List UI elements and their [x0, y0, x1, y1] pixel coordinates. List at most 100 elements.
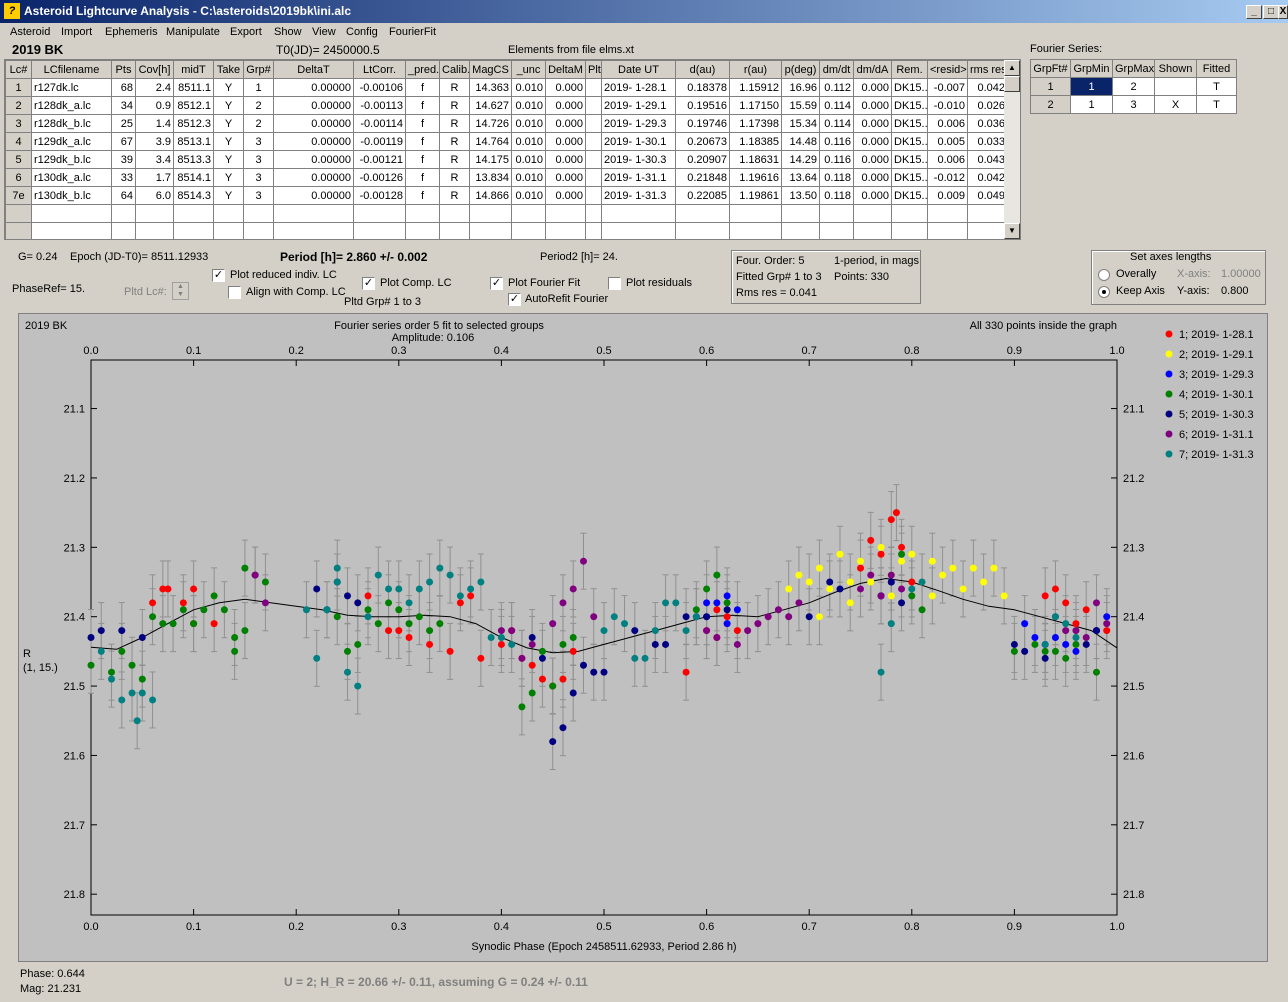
table-cell[interactable]: 0.000	[853, 186, 892, 205]
table-cell[interactable]: 8513.3	[173, 150, 214, 169]
table-row[interactable]: 2 r128dk_a.lc 34 0.9 8512.1 Y 2 0.00000 -0.00113…	[5, 96, 1008, 115]
table-cell[interactable]	[5, 204, 32, 223]
table-cell[interactable]: r130dk_b.lc	[31, 186, 112, 205]
fs-column-header[interactable]: GrpMin	[1070, 59, 1113, 78]
table-cell[interactable]	[675, 222, 730, 239]
table-cell[interactable]: 0.049	[967, 186, 1008, 205]
table-cell[interactable]: 1.18631	[729, 150, 782, 169]
lc-column-header[interactable]: MagCS	[469, 60, 512, 79]
table-cell[interactable]: 0.042	[967, 168, 1008, 187]
table-cell[interactable]: 8512.1	[173, 96, 214, 115]
table-cell[interactable]: 0.000	[853, 78, 892, 97]
table-cell[interactable]: 1	[243, 78, 274, 97]
table-cell[interactable]: 1.7	[135, 168, 174, 187]
table-cell[interactable]: 0.000	[853, 132, 892, 151]
menu-view[interactable]: View	[312, 26, 336, 38]
table-cell[interactable]: 14.866	[469, 186, 512, 205]
table-cell[interactable]	[353, 204, 406, 223]
table-cell[interactable]: -0.00106	[353, 78, 406, 97]
table-cell[interactable]: 3	[243, 132, 274, 151]
table-cell[interactable]: R	[439, 186, 470, 205]
table-cell[interactable]	[545, 204, 586, 223]
table-cell[interactable]	[585, 186, 602, 205]
x-axis-value[interactable]: 1.00000	[1221, 268, 1261, 280]
table-cell[interactable]: Y	[213, 186, 244, 205]
table-cell[interactable]: 0.043	[967, 150, 1008, 169]
table-cell[interactable]: 8514.1	[173, 168, 214, 187]
table-cell[interactable]: -0.012	[927, 168, 968, 187]
table-cell[interactable]: 0.21848	[675, 168, 730, 187]
table-cell[interactable]: 34	[111, 96, 136, 115]
lc-column-header[interactable]: <resid>	[927, 60, 968, 79]
table-cell[interactable]	[601, 204, 676, 223]
table-cell[interactable]: DK15...	[891, 132, 928, 151]
table-cell[interactable]: 33	[111, 168, 136, 187]
plot-fourier-checkbox[interactable]: ✓	[490, 277, 503, 290]
scroll-down-icon[interactable]: ▼	[1004, 223, 1020, 239]
table-cell[interactable]: 0.114	[819, 96, 854, 115]
table-cell[interactable]: 0.20907	[675, 150, 730, 169]
table-cell[interactable]: -0.00128	[353, 186, 406, 205]
table-row[interactable]: 4 r129dk_a.lc 67 3.9 8513.1 Y 3 0.00000 -0.00119…	[5, 132, 1008, 151]
table-cell[interactable]: f	[405, 78, 440, 97]
table-cell[interactable]	[585, 168, 602, 187]
table-cell[interactable]: 0.000	[853, 114, 892, 133]
table-cell[interactable]: 0.114	[819, 114, 854, 133]
menu-config[interactable]: Config	[346, 26, 378, 38]
keep-axis-radio[interactable]	[1098, 286, 1110, 298]
table-cell[interactable]	[135, 204, 174, 223]
table-cell[interactable]: 15.59	[781, 96, 820, 115]
table-cell[interactable]: 2019- 1-31.3	[601, 186, 676, 205]
lc-column-header[interactable]: Plt	[585, 60, 602, 79]
table-cell[interactable]: 3.9	[135, 132, 174, 151]
menu-show[interactable]: Show	[274, 26, 302, 38]
table-cell[interactable]: 14.726	[469, 114, 512, 133]
table-cell[interactable]: Y	[213, 168, 244, 187]
table-cell[interactable]: 2019- 1-29.1	[601, 96, 676, 115]
table-cell[interactable]	[213, 204, 244, 223]
table-cell[interactable]: 13.64	[781, 168, 820, 187]
table-cell[interactable]: 0.010	[511, 132, 546, 151]
table-cell[interactable]	[353, 222, 406, 239]
table-cell[interactable]	[729, 204, 782, 223]
table-cell[interactable]: 0.00000	[273, 168, 354, 187]
lc-column-header[interactable]: Date UT	[601, 60, 676, 79]
plot-comp-checkbox[interactable]: ✓	[362, 277, 375, 290]
table-cell[interactable]: 64	[111, 186, 136, 205]
table-cell[interactable]	[31, 222, 112, 239]
table-cell[interactable]: 0.000	[545, 96, 586, 115]
fs-cell[interactable]: 1	[1070, 95, 1113, 114]
lc-column-header[interactable]: p(deg)	[781, 60, 820, 79]
table-cell[interactable]	[243, 204, 274, 223]
table-cell[interactable]: 13.834	[469, 168, 512, 187]
table-cell[interactable]: 0.009	[927, 186, 968, 205]
table-cell[interactable]: 0.000	[853, 96, 892, 115]
table-cell[interactable]: DK15...	[891, 186, 928, 205]
lc-column-header[interactable]: rms res	[967, 60, 1008, 79]
table-cell[interactable]: 1.4	[135, 114, 174, 133]
maximize-button[interactable]: □	[1263, 5, 1279, 19]
table-cell[interactable]: 0.042	[967, 78, 1008, 97]
minimize-button[interactable]: _	[1246, 5, 1262, 19]
table-cell[interactable]: 14.764	[469, 132, 512, 151]
table-row[interactable]: 6 r130dk_a.lc 33 1.7 8514.1 Y 3 0.00000 -0.00126…	[5, 168, 1008, 187]
table-cell[interactable]: f	[405, 168, 440, 187]
table-cell[interactable]: Y	[213, 132, 244, 151]
table-cell[interactable]: f	[405, 96, 440, 115]
table-cell[interactable]: 0.116	[819, 132, 854, 151]
table-cell[interactable]: 0.00000	[273, 186, 354, 205]
table-cell[interactable]: r129dk_a.lc	[31, 132, 112, 151]
table-cell[interactable]	[967, 222, 1008, 239]
table-cell[interactable]: 2.4	[135, 78, 174, 97]
lc-column-header[interactable]: Pts	[111, 60, 136, 79]
table-cell[interactable]	[213, 222, 244, 239]
table-row[interactable]: 5 r129dk_b.lc 39 3.4 8513.3 Y 3 0.00000 -0.00121…	[5, 150, 1008, 169]
table-cell[interactable]: 0.112	[819, 78, 854, 97]
table-cell[interactable]: Y	[213, 78, 244, 97]
table-cell[interactable]: 7e	[5, 186, 32, 205]
table-cell[interactable]: R	[439, 78, 470, 97]
table-cell[interactable]: 2019- 1-30.3	[601, 150, 676, 169]
table-cell[interactable]: r128dk_b.lc	[31, 114, 112, 133]
